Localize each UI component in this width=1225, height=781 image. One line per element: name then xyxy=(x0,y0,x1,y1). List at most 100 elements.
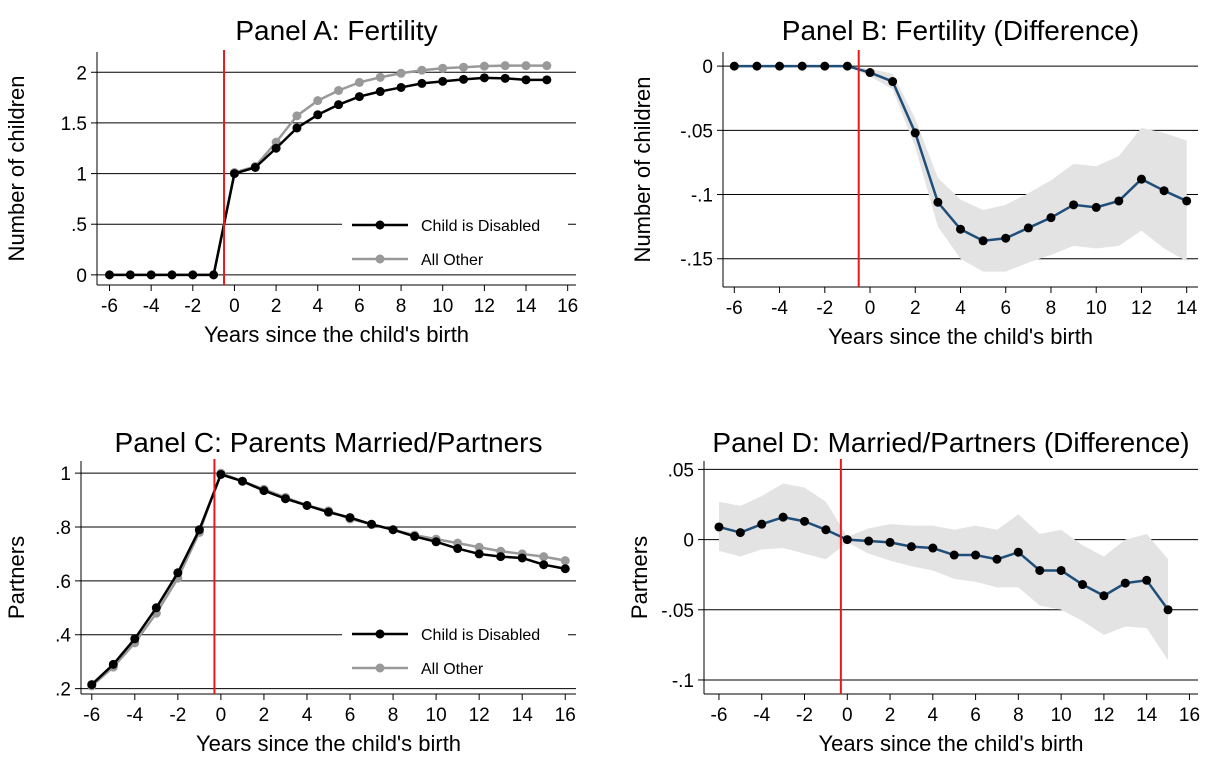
data-point xyxy=(539,552,549,562)
legend-label: All Other xyxy=(421,252,484,269)
x-tick-label: -4 xyxy=(126,705,143,726)
data-point xyxy=(479,73,489,83)
y-tick-label: 2 xyxy=(76,63,87,84)
data-point xyxy=(971,550,981,560)
x-axis-title: Years since the child's birth xyxy=(828,324,1093,349)
data-point xyxy=(560,564,570,574)
y-tick-label: 0 xyxy=(702,57,713,78)
legend-label: All Other xyxy=(421,661,484,678)
y-tick-label: .2 xyxy=(55,680,71,701)
data-point xyxy=(479,61,489,71)
data-point xyxy=(885,537,895,547)
data-point xyxy=(1182,196,1192,206)
x-tick-label: 2 xyxy=(885,705,896,726)
data-point xyxy=(167,270,177,280)
data-point xyxy=(302,500,312,510)
legend-label: Child is Disabled xyxy=(421,218,540,235)
x-tick-label: 10 xyxy=(426,705,447,726)
data-point xyxy=(474,542,484,552)
series-line xyxy=(718,515,1170,611)
legend-swatch-marker xyxy=(375,629,385,639)
x-tick-label: 4 xyxy=(928,705,939,726)
data-point xyxy=(375,87,385,97)
data-point xyxy=(216,469,226,479)
data-point xyxy=(1099,591,1109,601)
x-tick-label: 16 xyxy=(555,705,576,726)
y-tick-label: .05 xyxy=(668,460,694,481)
x-tick-label: 4 xyxy=(955,298,966,319)
y-tick-label: 0 xyxy=(683,531,694,552)
x-tick-label: 14 xyxy=(515,296,537,317)
data-point xyxy=(865,68,875,78)
x-tick-label: 8 xyxy=(396,296,407,317)
data-point xyxy=(778,512,788,522)
data-point xyxy=(431,537,441,547)
x-tick-label: -2 xyxy=(796,705,813,726)
x-tick-label: -2 xyxy=(816,298,833,319)
data-point xyxy=(87,680,97,690)
data-point xyxy=(1120,578,1130,588)
data-point xyxy=(1159,186,1169,196)
y-axis-title: Number of children xyxy=(4,76,29,262)
x-tick-label: 12 xyxy=(1131,298,1152,319)
data-point xyxy=(757,519,767,529)
data-point xyxy=(1013,547,1023,557)
data-point xyxy=(842,61,852,71)
x-tick-label: 8 xyxy=(388,705,399,726)
data-point xyxy=(194,525,204,535)
x-tick-label: 12 xyxy=(474,296,495,317)
x-tick-label: 0 xyxy=(216,705,227,726)
data-point xyxy=(820,61,830,71)
data-point xyxy=(229,169,239,179)
y-tick-label: .8 xyxy=(55,518,71,539)
x-tick-label: 6 xyxy=(345,705,356,726)
x-tick-label: -4 xyxy=(771,298,788,319)
legend-swatch-marker xyxy=(375,220,385,230)
data-point xyxy=(775,61,785,71)
data-point xyxy=(1056,565,1066,575)
data-point xyxy=(800,516,810,526)
data-point xyxy=(410,531,420,541)
data-point xyxy=(729,61,739,71)
panel-d: Panel D: Married/Partners (Difference) .0… xyxy=(627,427,1200,756)
data-point xyxy=(334,85,344,95)
data-point xyxy=(259,486,269,496)
x-tick-label: 2 xyxy=(271,296,282,317)
x-axis-title: Years since the child's birth xyxy=(818,731,1083,756)
panel-b: Panel B: Fertility (Difference) 0 -.05 -.1 -… xyxy=(630,15,1198,349)
data-point xyxy=(956,224,965,234)
x-tick-label: 14 xyxy=(1176,298,1198,319)
x-tick-label: 4 xyxy=(312,296,323,317)
data-point xyxy=(521,61,531,71)
x-tick-label: -2 xyxy=(184,296,201,317)
x-tick-label: 16 xyxy=(1179,705,1200,726)
x-tick-label: 0 xyxy=(229,296,240,317)
x-tick-label: 8 xyxy=(1046,298,1057,319)
x-tick-label: 10 xyxy=(1086,298,1107,319)
data-point xyxy=(345,513,355,523)
x-tick-label: -4 xyxy=(143,296,160,317)
data-point xyxy=(173,568,183,578)
y-tick-label: -.1 xyxy=(691,186,713,207)
x-tick-label: 4 xyxy=(302,705,313,726)
data-point xyxy=(313,96,323,106)
y-tick-label: -.1 xyxy=(672,671,694,692)
x-tick-label: 14 xyxy=(1136,705,1158,726)
data-point xyxy=(1035,565,1045,575)
data-point xyxy=(933,197,943,207)
data-point xyxy=(500,73,510,83)
data-point xyxy=(417,65,427,75)
data-point xyxy=(474,549,484,559)
x-tick-label: 0 xyxy=(842,705,853,726)
data-point xyxy=(521,75,531,85)
data-point xyxy=(752,61,762,71)
x-tick-label: 10 xyxy=(432,296,453,317)
x-tick-label: 0 xyxy=(865,298,876,319)
x-tick-label: 6 xyxy=(354,296,365,317)
data-point xyxy=(517,553,527,563)
data-point xyxy=(459,74,469,84)
data-point xyxy=(842,535,852,545)
data-point xyxy=(292,111,302,121)
data-point xyxy=(1142,575,1152,585)
x-tick-label: 8 xyxy=(1013,705,1024,726)
